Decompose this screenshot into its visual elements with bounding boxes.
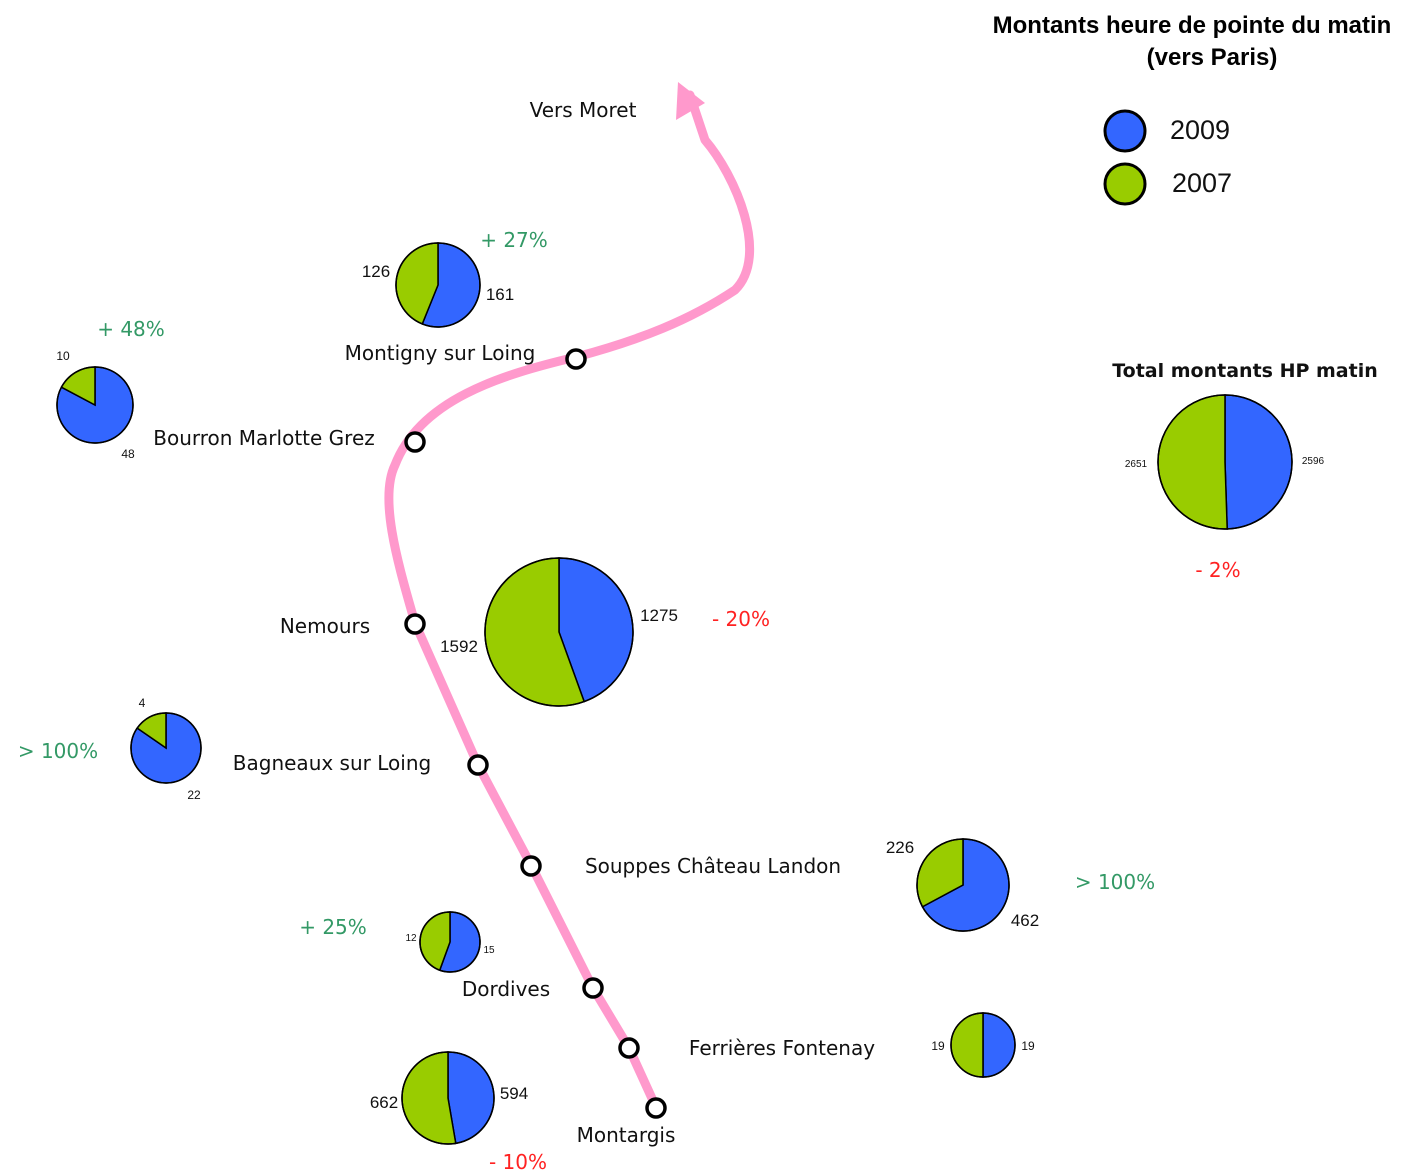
- station-dot-montigny: [565, 348, 587, 370]
- pie-outline-ferrieres: [950, 1012, 1016, 1078]
- total-change: - 2%: [1195, 558, 1240, 582]
- pie-nemours: [484, 557, 634, 707]
- pie-outline-bagneaux: [130, 712, 202, 784]
- pie-total: [1157, 394, 1293, 530]
- station-name-montigny: Montigny sur Loing: [345, 341, 536, 365]
- station-dot-bourron: [404, 431, 426, 453]
- pie-souppes: [916, 838, 1010, 932]
- value-2007-montargis: 662: [370, 1093, 398, 1112]
- total-value-2009: 2596: [1302, 456, 1325, 467]
- pie-ferrieres: [950, 1012, 1016, 1078]
- change-bagneaux: > 100%: [18, 739, 98, 763]
- pie-outline-souppes: [916, 838, 1010, 932]
- total-title: Total montants HP matin: [1112, 360, 1378, 382]
- change-montargis: - 10%: [489, 1150, 547, 1173]
- legend-label-2009: 2009: [1170, 115, 1230, 145]
- total-value-2007: 2651: [1125, 459, 1148, 470]
- chart-title-line1: Montants heure de pointe du matin: [993, 12, 1392, 39]
- pie-slice-2009-total: [1224, 394, 1293, 530]
- pie-montargis: [401, 1051, 495, 1145]
- legend: 2009 2007: [1103, 109, 1232, 206]
- value-2009-souppes: 462: [1011, 911, 1039, 930]
- railway-line: [384, 90, 755, 1110]
- pie-bourron: [56, 366, 134, 444]
- pie-slice-2007-ferrieres: [950, 1012, 984, 1078]
- station-name-nemours: Nemours: [280, 614, 370, 638]
- pie-outline-nemours: [484, 557, 634, 707]
- pie-slice-2007-montargis: [401, 1051, 457, 1145]
- station-name-dordives: Dordives: [462, 977, 550, 1001]
- station-dot-bagneaux: [467, 754, 489, 776]
- value-2007-dordives: 12: [405, 933, 417, 944]
- station-dot-ferrieres: [618, 1037, 640, 1059]
- station-dot-montargis: [645, 1097, 667, 1119]
- value-2007-ferrieres: 19: [931, 1039, 945, 1053]
- change-dordives: + 25%: [299, 915, 367, 939]
- change-nemours: - 20%: [712, 607, 770, 631]
- direction-arrowhead: [676, 82, 705, 120]
- value-2007-nemours: 1592: [440, 637, 478, 656]
- legend-label-2007: 2007: [1172, 168, 1232, 198]
- station-dot-souppes: [520, 855, 542, 877]
- pie-bagneaux: [130, 712, 202, 784]
- change-montigny: + 27%: [480, 228, 548, 252]
- value-2007-bagneaux: 4: [139, 696, 146, 710]
- pie-outline-total: [1157, 394, 1293, 530]
- station-name-montargis: Montargis: [577, 1123, 676, 1147]
- value-2009-ferrieres: 19: [1021, 1039, 1035, 1053]
- station-markers: [404, 348, 667, 1119]
- value-2009-bagneaux: 22: [187, 788, 201, 802]
- pie-slice-2009-ferrieres: [982, 1012, 1016, 1078]
- station-name-bagneaux: Bagneaux sur Loing: [233, 751, 431, 775]
- change-souppes: > 100%: [1075, 870, 1155, 894]
- station-name-bourron: Bourron Marlotte Grez: [153, 426, 375, 450]
- chart-title-line2: (vers Paris): [1147, 44, 1278, 71]
- pie-outline-bourron: [56, 366, 134, 444]
- legend-swatch-2007: [1103, 162, 1147, 206]
- value-2007-montigny: 126: [362, 262, 390, 281]
- value-2007-bourron: 10: [56, 349, 70, 363]
- pie-outline-montargis: [401, 1051, 495, 1145]
- pie-slice-2009-montargis: [447, 1051, 495, 1145]
- station-dot-nemours: [404, 613, 426, 635]
- pie-outline-montigny: [395, 242, 481, 328]
- value-2009-montigny: 161: [486, 285, 514, 304]
- value-2009-montargis: 594: [500, 1084, 528, 1103]
- change-bourron: + 48%: [97, 317, 165, 341]
- station-dot-dordives: [582, 977, 604, 999]
- pie-outline-dordives: [419, 911, 481, 973]
- station-name-ferrieres: Ferrières Fontenay: [689, 1036, 875, 1060]
- station-name-souppes: Souppes Château Landon: [585, 854, 841, 878]
- direction-label: Vers Moret: [530, 98, 637, 122]
- pie-charts: [56, 242, 1293, 1145]
- value-2007-souppes: 226: [886, 838, 914, 857]
- value-2009-dordives: 15: [483, 945, 495, 956]
- pie-montigny: [395, 242, 481, 328]
- pie-dordives: [419, 911, 481, 973]
- pie-slice-2007-total: [1157, 394, 1228, 530]
- legend-swatch-2009: [1103, 109, 1147, 153]
- value-2009-nemours: 1275: [640, 606, 678, 625]
- value-2009-bourron: 48: [121, 447, 135, 461]
